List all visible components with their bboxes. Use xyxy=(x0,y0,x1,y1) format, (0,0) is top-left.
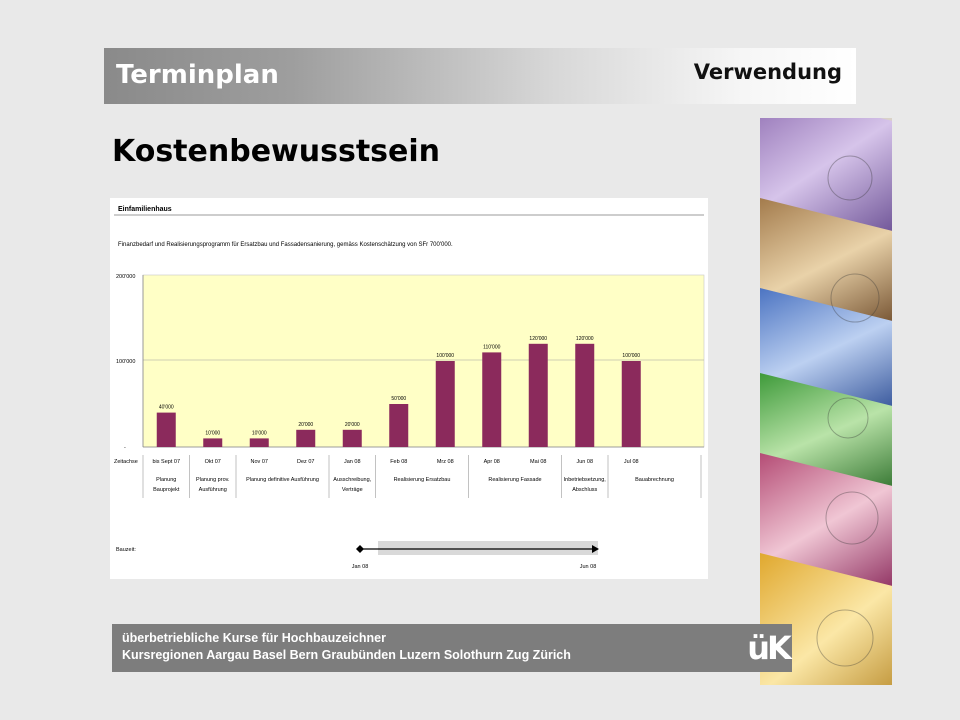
footer-regions-text: Kursregionen Aargau Basel Bern Graubünde… xyxy=(122,648,571,662)
bar-value-label-6: 100'000 xyxy=(436,353,454,359)
bar-value-label-0: 40'000 xyxy=(159,405,174,411)
plot-area xyxy=(142,274,705,448)
x-tick-label-7: Apr 08 xyxy=(484,459,500,465)
chart-subtitle: Finanzbedarf und Realisierungsprogramm f… xyxy=(118,242,453,248)
phase-label-2: Planung definitive Ausführung xyxy=(246,477,319,483)
bar-7 xyxy=(482,352,502,447)
phase-label-0: Bauprojekt xyxy=(153,487,180,493)
phase-label-6: Inbetriebsetzung, xyxy=(564,477,607,483)
phase-label-7: Bauabrechnung xyxy=(635,477,674,483)
bar-value-label-2: 10'000 xyxy=(252,430,267,436)
bauzeit-start-marker xyxy=(356,545,364,553)
chart-panel: Einfamilienhaus Finanzbedarf und Realisi… xyxy=(110,198,708,579)
bar-value-label-4: 20'000 xyxy=(345,422,360,428)
x-tick-label-0: bis Sept 07 xyxy=(152,459,180,465)
bar-3 xyxy=(296,429,316,447)
bar-4 xyxy=(342,429,362,447)
phase-label-1: Planung prov. xyxy=(196,477,230,483)
x-tick-label-9: Jun 08 xyxy=(576,459,593,465)
phase-label-3: Ausschreibung, xyxy=(333,477,371,483)
bauzeit-end-marker xyxy=(592,545,599,553)
x-tick-label-10: Jul 08 xyxy=(624,459,639,465)
x-tick-label-4: Jan 08 xyxy=(344,459,361,465)
header-bar: Terminplan Verwendung xyxy=(104,48,856,104)
phase-label-3: Verträge xyxy=(342,487,363,493)
bar-value-label-9: 120'000 xyxy=(576,336,594,342)
x-tick-label-8: Mai 08 xyxy=(530,459,547,465)
bauzeit-end-label: Jun 08 xyxy=(580,564,597,570)
y-tick-label-0: - xyxy=(124,445,126,451)
bar-9 xyxy=(575,343,595,447)
bar-8 xyxy=(528,343,548,447)
x-axis-label: Zeitachse xyxy=(114,459,138,465)
x-tick-label-2: Nov 07 xyxy=(251,459,268,465)
bauzeit-label: Bauzeit: xyxy=(116,547,136,553)
chart-title: Einfamilienhaus xyxy=(118,206,172,213)
bar-1 xyxy=(203,438,223,447)
phase-label-1: Ausführung xyxy=(199,487,227,493)
phase-label-5: Realisierung Fassade xyxy=(488,477,541,483)
header-title: Terminplan xyxy=(116,60,279,90)
x-tick-label-6: Mrz 08 xyxy=(437,459,454,465)
bar-10 xyxy=(621,361,641,447)
bauzeit-start-label: Jan 08 xyxy=(352,564,369,570)
footer-course-text: überbetriebliche Kurse für Hochbauzeichn… xyxy=(122,631,386,645)
bar-0 xyxy=(156,412,176,447)
uek-logo: üK xyxy=(744,624,792,672)
y-tick-label-100000: 100'000 xyxy=(116,359,135,365)
phase-label-4: Realisierung Ersatzbau xyxy=(394,477,451,483)
bar-value-label-1: 10'000 xyxy=(205,430,220,436)
bar-2 xyxy=(249,438,269,447)
phase-label-6: Abschluss xyxy=(572,487,597,493)
phase-label-0: Planung xyxy=(156,477,176,483)
banknotes-decoration xyxy=(760,118,892,685)
footer-bar: überbetriebliche Kurse für Hochbauzeichn… xyxy=(112,624,792,672)
x-tick-label-1: Okt 07 xyxy=(205,459,221,465)
bar-5 xyxy=(389,404,409,447)
y-tick-label-200000: 200'000 xyxy=(116,274,135,280)
bar-value-label-10: 100'000 xyxy=(622,353,640,359)
bar-6 xyxy=(435,361,455,447)
bar-value-label-3: 20'000 xyxy=(298,422,313,428)
header-subtitle: Verwendung xyxy=(693,60,842,84)
bar-value-label-8: 120'000 xyxy=(529,336,547,342)
x-tick-label-5: Feb 08 xyxy=(390,459,407,465)
bauzeit-band xyxy=(378,541,598,555)
page-title: Kostenbewusstsein xyxy=(112,134,441,169)
x-tick-label-3: Dez 07 xyxy=(297,459,314,465)
bar-chart: Einfamilienhaus Finanzbedarf und Realisi… xyxy=(114,206,705,570)
bar-value-label-7: 110'000 xyxy=(483,344,500,350)
bar-value-label-5: 50'000 xyxy=(391,396,406,402)
